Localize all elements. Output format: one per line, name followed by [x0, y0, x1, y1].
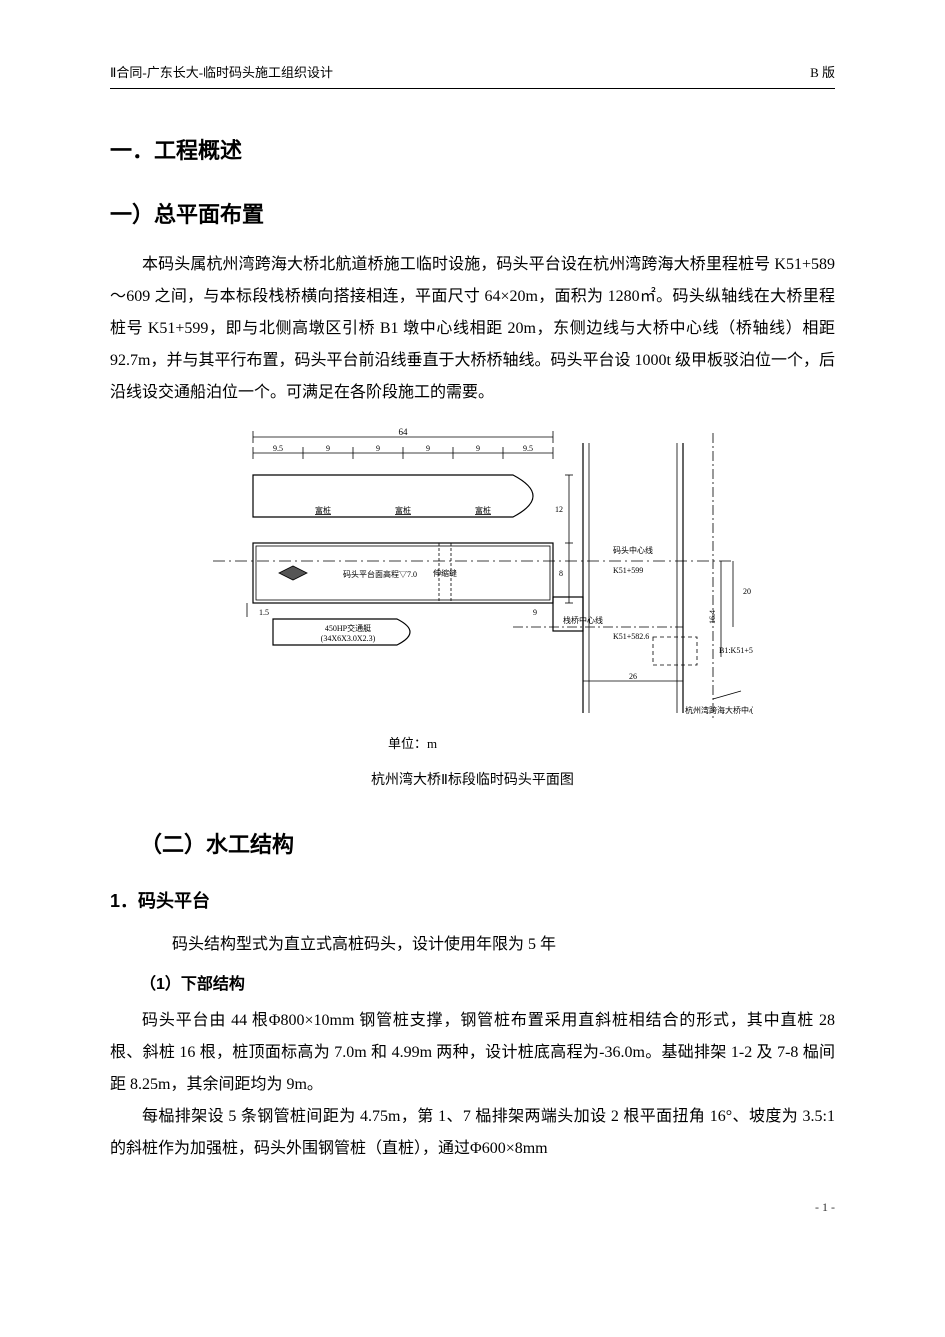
svg-text:9: 9: [326, 444, 330, 453]
para-substructure-1: 码头平台由 44 根Φ800×10mm 钢管桩支撑，钢管桩布置采用直斜桩相结合的…: [110, 1005, 835, 1101]
svg-text:12: 12: [555, 505, 563, 514]
heading-4-substructure: （1）下部结构: [140, 969, 835, 1001]
svg-text:9: 9: [476, 444, 480, 453]
heading-2-layout: 一）总平面布置: [110, 193, 835, 237]
svg-text:20: 20: [743, 587, 751, 596]
svg-text:9.5: 9.5: [273, 444, 283, 453]
header-left: Ⅱ合同-广东长大-临时码头施工组织设计: [110, 60, 333, 86]
svg-text:K51+599: K51+599: [613, 566, 643, 575]
diagram-caption: 杭州湾大桥Ⅱ标段临时码头平面图: [193, 767, 753, 795]
svg-text:(34X6X3.0X2.3): (34X6X3.0X2.3): [320, 634, 375, 643]
svg-text:伸缩缝: 伸缩缝: [433, 568, 457, 578]
para-platform-intro: 码头结构型式为直立式高桩码头，设计使用年限为 5 年: [140, 929, 835, 961]
svg-text:9: 9: [533, 608, 537, 617]
heading-1: 一．工程概述: [110, 129, 835, 173]
page-header: Ⅱ合同-广东长大-临时码头施工组织设计 B 版: [110, 60, 835, 89]
svg-text:码头中心线: 码头中心线: [613, 545, 653, 555]
heading-3-platform: 1．码头平台: [110, 883, 835, 919]
plan-diagram: 64 9.5 9 9 9 9 9.5 富桩 富桩 富桩码头平台面高程▽7.0 伸缩缝 1.5 9 450H…: [193, 423, 753, 795]
svg-text:450HP交通艇: 450HP交通艇: [324, 623, 370, 633]
svg-text:杭州湾跨海大桥中心线: 杭州湾跨海大桥中心线: [685, 705, 753, 715]
svg-text:富桩: 富桩: [315, 505, 331, 515]
svg-text:1.5: 1.5: [259, 608, 269, 617]
page-number: - 1 -: [110, 1195, 835, 1219]
svg-text:9.5: 9.5: [523, 444, 533, 453]
svg-text:富桩: 富桩: [475, 505, 491, 515]
svg-text:富桩: 富桩: [395, 505, 411, 515]
svg-text:64: 64: [398, 427, 408, 437]
svg-text:26: 26: [629, 672, 637, 681]
svg-text:9: 9: [376, 444, 380, 453]
svg-text:16.4: 16.4: [708, 610, 717, 624]
svg-text:B1:K51+579: B1:K51+579: [719, 646, 753, 655]
svg-text:码头平台面高程▽7.0: 码头平台面高程▽7.0: [343, 569, 417, 579]
diagram-unit: 单位：m: [73, 731, 753, 757]
para-substructure-2: 每榀排架设 5 条钢管桩间距为 4.75m，第 1、7 榀排架两端头加设 2 根…: [110, 1101, 835, 1165]
svg-text:9: 9: [426, 444, 430, 453]
header-right: B 版: [810, 60, 835, 86]
heading-2-hydraulic: （二）水工结构: [140, 823, 835, 867]
svg-text:K51+582.6: K51+582.6: [613, 632, 649, 641]
svg-text:8: 8: [559, 569, 563, 578]
para-overview: 本码头属杭州湾跨海大桥北航道桥施工临时设施，码头平台设在杭州湾跨海大桥里程桩号 …: [110, 249, 835, 409]
